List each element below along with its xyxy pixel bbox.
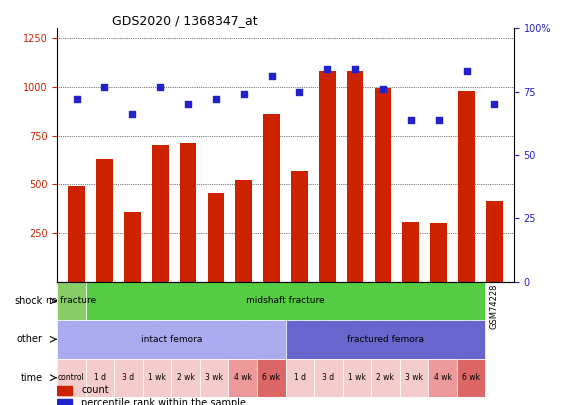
- FancyBboxPatch shape: [457, 358, 485, 397]
- Text: no fracture: no fracture: [46, 296, 96, 305]
- Text: percentile rank within the sample: percentile rank within the sample: [82, 398, 246, 405]
- Point: [295, 88, 304, 95]
- FancyBboxPatch shape: [143, 358, 171, 397]
- Bar: [347, 71, 364, 282]
- Text: GDS2020 / 1368347_at: GDS2020 / 1368347_at: [112, 14, 258, 27]
- Text: 4 wk: 4 wk: [234, 373, 252, 382]
- Text: fractured femora: fractured femora: [347, 335, 424, 344]
- FancyBboxPatch shape: [343, 358, 371, 397]
- Text: count: count: [82, 386, 109, 395]
- Bar: [152, 145, 168, 282]
- FancyBboxPatch shape: [286, 320, 485, 358]
- Bar: [57, 399, 72, 405]
- Point: [462, 68, 471, 75]
- FancyBboxPatch shape: [57, 320, 286, 358]
- Bar: [319, 71, 336, 282]
- Point: [239, 91, 248, 98]
- FancyBboxPatch shape: [86, 358, 114, 397]
- Point: [379, 86, 388, 92]
- FancyBboxPatch shape: [57, 282, 86, 320]
- Text: 3 wk: 3 wk: [405, 373, 423, 382]
- Point: [183, 101, 192, 108]
- Point: [490, 101, 499, 108]
- FancyBboxPatch shape: [228, 358, 257, 397]
- Bar: [403, 222, 419, 282]
- Bar: [486, 201, 502, 282]
- FancyBboxPatch shape: [286, 358, 314, 397]
- Text: 1 d: 1 d: [293, 373, 306, 382]
- Point: [155, 83, 164, 90]
- Text: 3 wk: 3 wk: [205, 373, 223, 382]
- Text: 2 wk: 2 wk: [376, 373, 395, 382]
- Text: 6 wk: 6 wk: [262, 373, 280, 382]
- Point: [128, 111, 137, 118]
- Bar: [207, 193, 224, 282]
- Text: shock: shock: [15, 296, 43, 306]
- Text: 3 d: 3 d: [322, 373, 335, 382]
- Point: [323, 66, 332, 72]
- Bar: [375, 88, 391, 282]
- Bar: [69, 186, 85, 282]
- FancyBboxPatch shape: [171, 358, 200, 397]
- Point: [434, 116, 443, 123]
- Bar: [263, 114, 280, 282]
- Point: [60, 399, 69, 405]
- FancyBboxPatch shape: [314, 358, 343, 397]
- FancyBboxPatch shape: [428, 358, 457, 397]
- Text: time: time: [21, 373, 43, 383]
- Bar: [458, 91, 475, 282]
- Bar: [291, 171, 308, 282]
- FancyBboxPatch shape: [400, 358, 428, 397]
- Point: [72, 96, 81, 102]
- Text: control: control: [58, 373, 85, 382]
- FancyBboxPatch shape: [257, 358, 286, 397]
- Text: 1 wk: 1 wk: [148, 373, 166, 382]
- Text: 1 d: 1 d: [94, 373, 106, 382]
- Text: 6 wk: 6 wk: [462, 373, 480, 382]
- FancyBboxPatch shape: [57, 358, 86, 397]
- FancyBboxPatch shape: [86, 282, 485, 320]
- Bar: [124, 211, 140, 282]
- Text: 4 wk: 4 wk: [433, 373, 452, 382]
- Text: intact femora: intact femora: [140, 335, 202, 344]
- Bar: [96, 159, 113, 282]
- FancyBboxPatch shape: [200, 358, 228, 397]
- Point: [407, 116, 416, 123]
- Bar: [57, 386, 72, 395]
- Bar: [235, 180, 252, 282]
- FancyBboxPatch shape: [371, 358, 400, 397]
- Point: [211, 96, 220, 102]
- Text: 3 d: 3 d: [122, 373, 135, 382]
- Bar: [180, 143, 196, 282]
- Text: other: other: [17, 334, 43, 344]
- Text: midshaft fracture: midshaft fracture: [246, 296, 325, 305]
- Bar: [431, 223, 447, 282]
- FancyBboxPatch shape: [114, 358, 143, 397]
- Point: [100, 83, 109, 90]
- Text: 1 wk: 1 wk: [348, 373, 366, 382]
- Text: 2 wk: 2 wk: [176, 373, 195, 382]
- Point: [351, 66, 360, 72]
- Point: [267, 73, 276, 80]
